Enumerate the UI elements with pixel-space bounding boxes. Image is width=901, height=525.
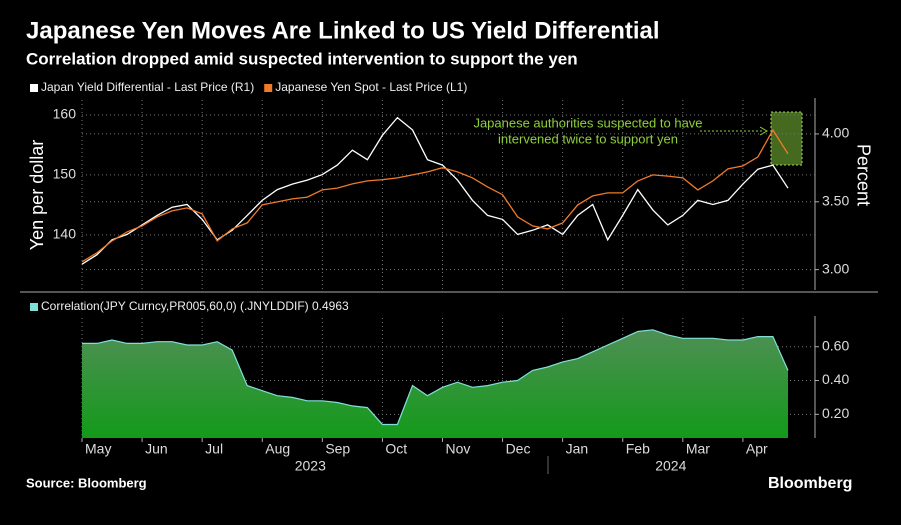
x-tick-label: Dec [506, 441, 531, 457]
x-group-label: 2023 [295, 458, 326, 474]
annotation: intervened twice to support yen [498, 131, 678, 146]
chart-subtitle: Correlation dropped amid suspected inter… [26, 49, 578, 68]
legend-label: Japanese Yen Spot - Last Price (L1) [275, 80, 467, 94]
y2-tick-label: 3.00 [822, 260, 849, 276]
x-tick-label: Jun [145, 441, 168, 457]
x-tick-label: Oct [385, 441, 407, 457]
source: Source: Bloomberg [26, 475, 147, 490]
legend-label: Correlation(JPY Curncy,PR005,60,0) (.JNY… [41, 299, 349, 313]
y2-tick-label: 4.00 [822, 125, 849, 141]
x-group-label: 2024 [655, 458, 686, 474]
line-series [81, 128, 789, 263]
area-series [82, 329, 788, 438]
x-tick-label: Jul [205, 441, 223, 457]
y-tick-label: 0.20 [822, 405, 849, 421]
y-axis-label: Yen per dollar [27, 140, 47, 250]
annotation: Japanese authorities suspected to have [473, 115, 702, 130]
logo: Bloomberg [768, 475, 852, 492]
x-tick-label: Feb [626, 441, 650, 457]
x-tick-label: Aug [265, 441, 290, 457]
y-tick-label: 140 [53, 226, 77, 242]
x-tick-label: Sep [325, 441, 350, 457]
y-tick-label: 0.40 [822, 371, 849, 387]
legend-swatch [264, 84, 273, 92]
y-tick-label: 150 [53, 166, 77, 182]
legend-label: Japan Yield Differential - Last Price (R… [41, 80, 254, 94]
line-series [81, 116, 789, 265]
area-outline [82, 329, 789, 426]
legend-swatch [30, 84, 38, 92]
x-tick-label: Mar [686, 441, 710, 457]
chart-title: Japanese Yen Moves Are Linked to US Yiel… [26, 17, 660, 44]
y2-axis-label: Percent [853, 144, 873, 206]
y2-tick-label: 3.50 [822, 192, 849, 208]
x-tick-label: Apr [746, 441, 768, 457]
intervention-highlight [770, 111, 803, 166]
y-tick-label: 160 [53, 106, 77, 122]
y-tick-label: 0.60 [822, 337, 849, 353]
x-tick-label: Jan [566, 441, 589, 457]
legend-swatch [30, 303, 38, 311]
x-tick-label: May [85, 441, 111, 457]
x-tick-label: Nov [445, 441, 470, 457]
